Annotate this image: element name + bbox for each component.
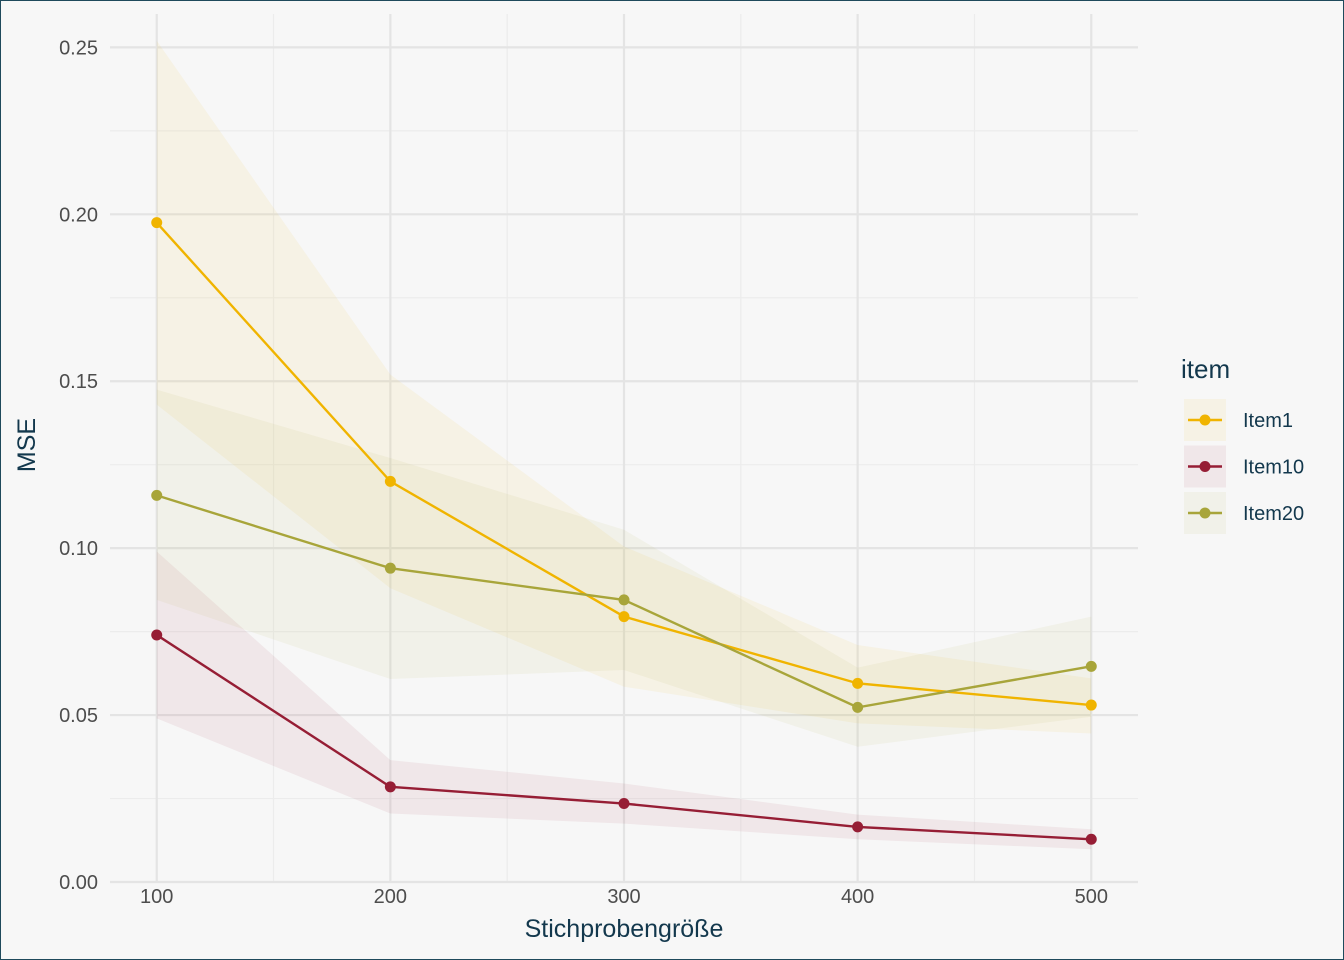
y-tick-label: 0.00 (59, 872, 98, 894)
item20-point (151, 489, 163, 501)
item20-legend-point (1199, 507, 1211, 519)
y-tick-label: 0.15 (59, 371, 98, 393)
item10-point (1085, 833, 1097, 845)
x-tick-label: 500 (1075, 886, 1108, 908)
y-tick-label: 0.05 (59, 705, 98, 727)
y-tick-label: 0.10 (59, 538, 98, 560)
item1-point (384, 475, 396, 487)
item20-legend-label: Item20 (1243, 503, 1304, 525)
item10-point (151, 629, 163, 641)
item1-point (1085, 699, 1097, 711)
item1-point (852, 677, 864, 689)
item1-legend-label: Item1 (1243, 410, 1293, 432)
item10-legend-label: Item10 (1243, 457, 1304, 479)
item20-point (852, 701, 864, 713)
x-tick-label: 400 (841, 886, 874, 908)
y-tick-label: 0.25 (59, 37, 98, 59)
x-tick-label: 300 (607, 886, 640, 908)
item1-point (618, 611, 630, 623)
legend: item Item1 Item10 Item20 (1181, 354, 1304, 534)
item20-point (618, 594, 630, 606)
item10-point (384, 781, 396, 793)
y-axis-title: MSE (13, 418, 41, 472)
y-tick-label: 0.20 (59, 204, 98, 226)
item20-point (1085, 660, 1097, 672)
legend-items: Item1 Item10 Item20 (1184, 399, 1304, 534)
item1-legend-point (1199, 414, 1211, 426)
x-tick-label: 200 (374, 886, 407, 908)
series-points (151, 217, 1097, 845)
item20-point (384, 562, 396, 574)
item10-confidence-band (156, 551, 1092, 850)
item10-point (618, 798, 630, 810)
legend-title: item (1181, 354, 1230, 384)
item10-legend-point (1199, 461, 1211, 472)
item10-point (852, 821, 864, 833)
y-axis-ticks: 0.00 0.05 0.10 0.15 0.20 0.25 (59, 37, 98, 894)
x-tick-label: 100 (140, 886, 173, 908)
grid-lines (110, 14, 1138, 884)
x-axis-title: Stichprobengröße (525, 915, 724, 943)
item1-point (151, 217, 163, 229)
item1-confidence-band (156, 40, 1092, 734)
x-axis-ticks: 100 200 300 400 500 (140, 886, 1108, 908)
